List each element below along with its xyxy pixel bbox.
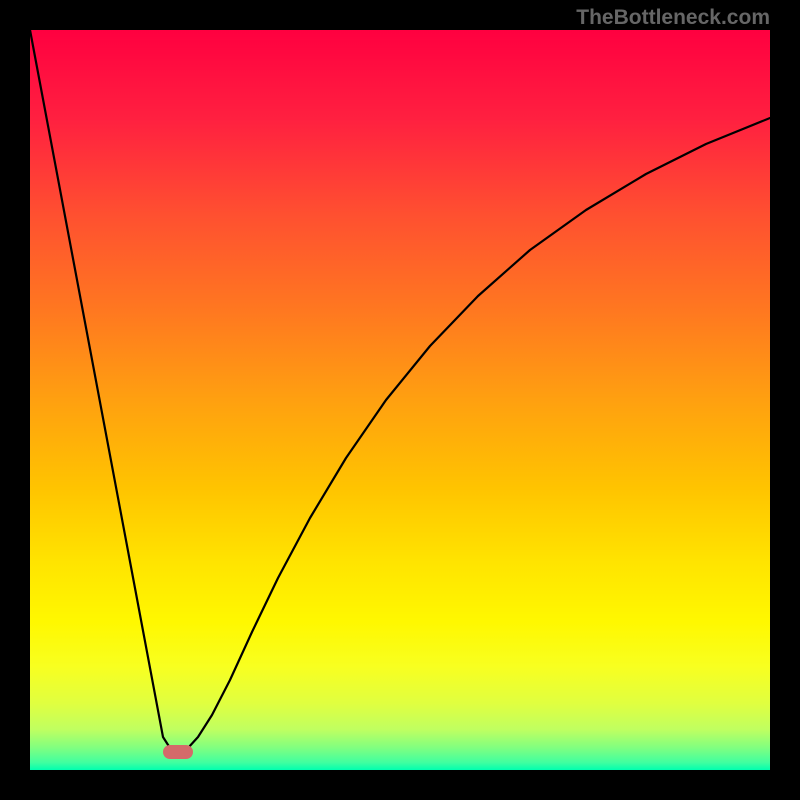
plot-area	[30, 30, 770, 770]
optimal-marker	[163, 745, 193, 759]
bottleneck-curve	[30, 30, 770, 770]
watermark-text: TheBottleneck.com	[576, 6, 770, 30]
chart-container: { "chart": { "type": "line", "canvas": {…	[0, 0, 800, 800]
curve-path	[30, 30, 770, 752]
